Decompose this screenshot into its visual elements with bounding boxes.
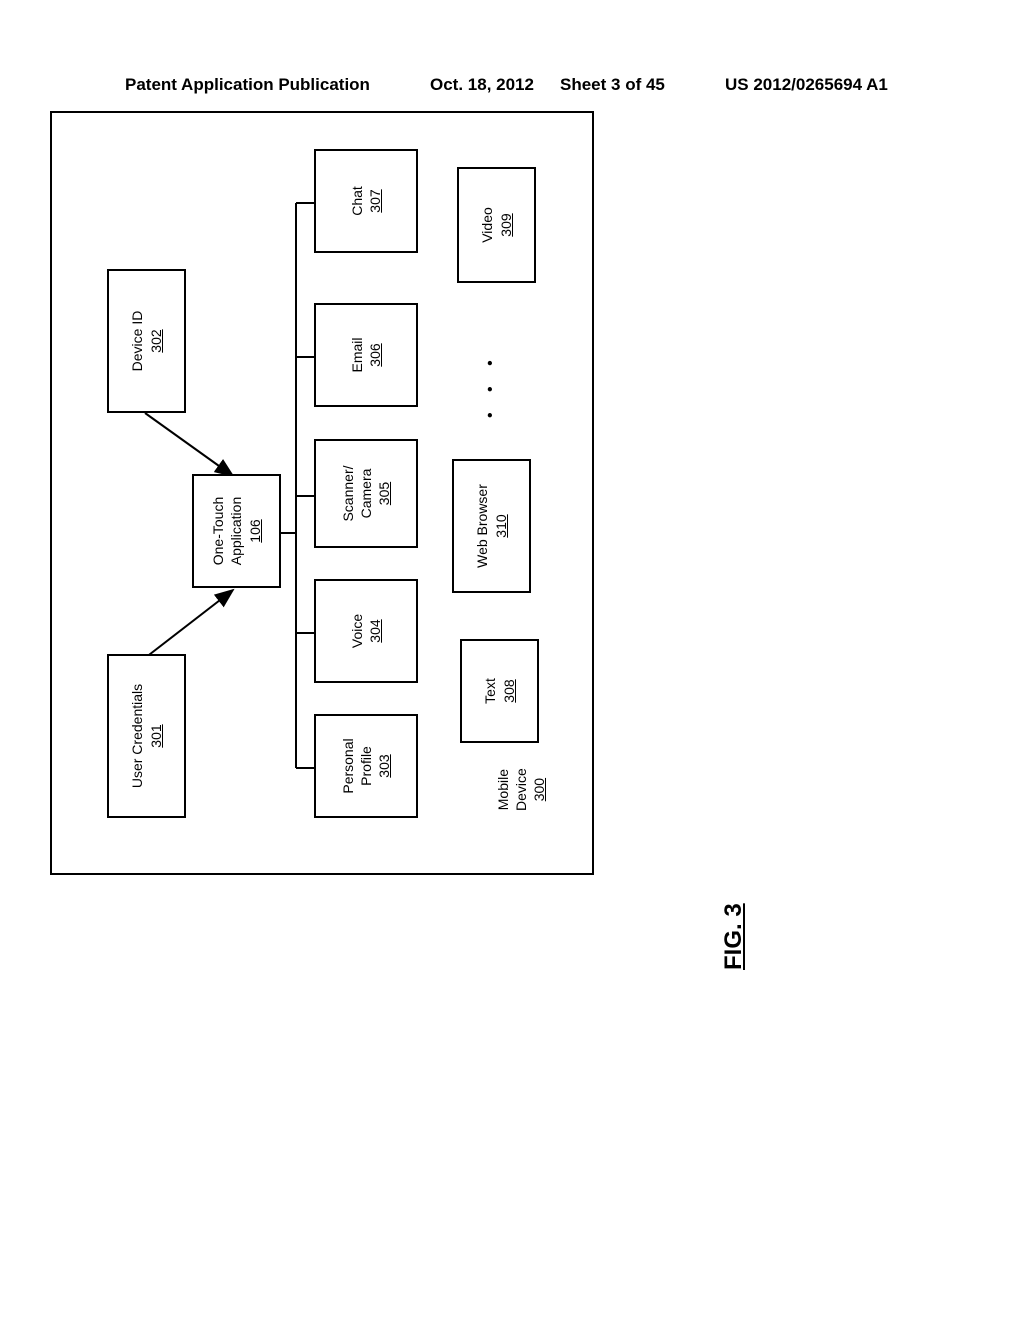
node-title-l1: Personal	[339, 738, 357, 793]
node-scanner-camera: Scanner/ Camera 305	[314, 439, 418, 548]
node-title: Chat	[348, 186, 366, 216]
node-email: Email 306	[314, 303, 418, 407]
node-text: Text 308	[460, 639, 539, 743]
node-title-l1: One-Touch	[209, 497, 227, 565]
node-ref: 106	[246, 519, 264, 542]
label-l2: Device	[512, 768, 530, 811]
header-pubnum: US 2012/0265694 A1	[725, 75, 888, 95]
label-ref: 300	[530, 768, 548, 811]
header-publication: Patent Application Publication	[125, 75, 370, 95]
label-l1: Mobile	[494, 768, 512, 811]
node-title: Text	[481, 678, 499, 704]
node-title-l2: Profile	[357, 746, 375, 786]
figure-label: FIG. 3	[720, 903, 748, 970]
node-ref: 309	[497, 213, 515, 236]
node-title-l1: Scanner/	[339, 465, 357, 521]
node-ref: 304	[366, 619, 384, 642]
node-web-browser: Web Browser 310	[452, 459, 531, 593]
node-ref: 306	[366, 343, 384, 366]
node-title-l2: Application	[227, 497, 245, 566]
node-title: Video	[478, 207, 496, 243]
node-title: Email	[348, 338, 366, 373]
node-title-l2: Camera	[357, 469, 375, 519]
node-title: Device ID	[128, 311, 146, 372]
node-title: User Credentials	[128, 684, 146, 788]
node-title: Web Browser	[473, 484, 491, 568]
node-ref: 305	[375, 482, 393, 505]
node-personal-profile: Personal Profile 303	[314, 714, 418, 818]
node-ref: 307	[366, 189, 384, 212]
node-ref: 308	[500, 679, 518, 702]
node-voice: Voice 304	[314, 579, 418, 683]
diagram-container: User Credentials 301 Device ID 302 One-T…	[50, 335, 820, 875]
node-chat: Chat 307	[314, 149, 418, 253]
node-ref: 302	[147, 329, 165, 352]
node-ref: 301	[147, 724, 165, 747]
node-ref: 310	[492, 514, 510, 537]
node-device-id: Device ID 302	[107, 269, 186, 413]
ellipsis: • • •	[482, 352, 500, 418]
mobile-device-box: User Credentials 301 Device ID 302 One-T…	[50, 111, 594, 875]
header-sheet: Sheet 3 of 45	[560, 75, 665, 95]
node-user-credentials: User Credentials 301	[107, 654, 186, 818]
node-title: Voice	[348, 614, 366, 648]
node-ref: 303	[375, 754, 393, 777]
page-header: Patent Application Publication Oct. 18, …	[0, 75, 1024, 105]
header-date: Oct. 18, 2012	[430, 75, 534, 95]
mobile-device-label: Mobile Device 300	[494, 768, 549, 811]
node-video: Video 309	[457, 167, 536, 283]
node-one-touch-application: One-Touch Application 106	[192, 474, 281, 588]
